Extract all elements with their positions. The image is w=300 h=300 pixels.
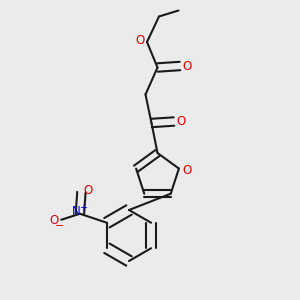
- Text: O: O: [136, 34, 145, 47]
- Text: +: +: [80, 203, 88, 213]
- Text: O: O: [182, 59, 191, 73]
- Text: O: O: [183, 164, 192, 176]
- Text: O: O: [176, 115, 185, 128]
- Text: O: O: [49, 214, 58, 227]
- Text: N: N: [72, 205, 81, 218]
- Text: −: −: [55, 221, 64, 231]
- Text: O: O: [83, 184, 93, 197]
